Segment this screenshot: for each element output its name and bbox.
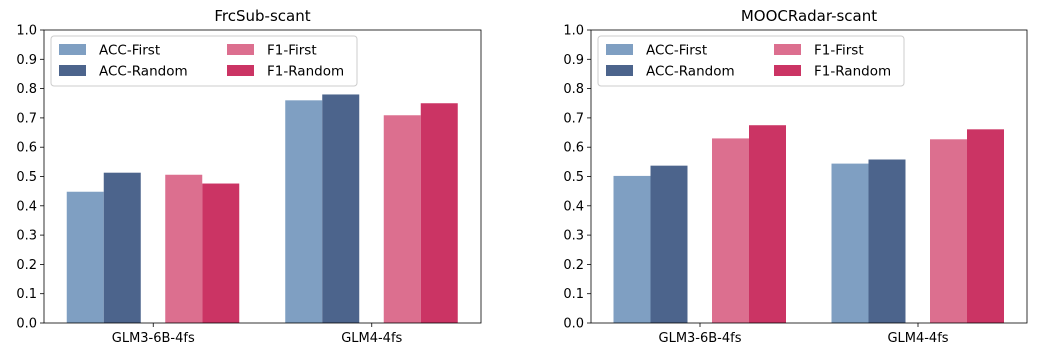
legend-label-acc-first: ACC-First [99,43,160,59]
y-tick-label: 0.8 [16,82,37,97]
bar-f1-first-glm3-6b-4fs [165,174,203,323]
legend [597,35,905,87]
legend-swatch-f1-random [227,65,254,76]
x-tick-label: GLM4-4fs [887,331,948,346]
bar-acc-first-glm4-4fs [831,163,869,323]
bar-f1-first-glm3-6b-4fs [712,138,749,323]
legend-label-f1-random: F1-Random [814,64,891,80]
legend [50,35,358,87]
bar-acc-random-glm4-4fs [868,159,906,323]
y-tick-label: 0.6 [563,141,584,156]
y-tick-label: 0.1 [563,287,584,302]
axes-frame [590,29,1028,324]
y-tick-label: 0.9 [563,53,584,68]
bar-acc-first-glm4-4fs [285,100,323,323]
y-tick-label: 1.0 [16,24,37,39]
y-tick-label: 0.3 [16,229,37,244]
legend-label-acc-random: ACC-Random [646,64,735,80]
legend-label-f1-first: F1-First [814,43,864,59]
bar-f1-first-glm4-4fs [930,139,967,323]
legend-swatch-acc-first [606,44,633,55]
y-tick-label: 0.3 [563,229,584,244]
bar-f1-random-glm4-4fs [420,103,458,323]
legend-label-f1-random: F1-Random [267,64,344,80]
y-tick-label: 0.8 [563,82,584,97]
chart-frcsub: FrcSub-scant GLM3-6B-4fs GLM4-4fs 0.0 0.1 0.2… [16,7,482,346]
x-tick-label: GLM4-4fs [341,331,402,346]
bar-f1-random-glm3-6b-4fs [749,125,786,323]
y-tick-label: 1.0 [563,24,584,39]
x-tick-label: GLM3-6B-4fs [659,331,742,346]
bar-acc-random-glm4-4fs [322,94,360,324]
x-tick-label: GLM3-6B-4fs [112,331,195,346]
y-tick-label: 0.0 [563,317,584,332]
y-tick-label: 0.1 [16,287,37,302]
y-tick-label: 0.7 [16,111,37,126]
y-tick-label: 0.5 [16,170,37,185]
chart-title: MOOCRadar-scant [741,7,877,25]
bar-f1-random-glm3-6b-4fs [202,183,240,323]
legend-label-acc-first: ACC-First [646,43,707,59]
y-tick-label: 0.6 [16,141,37,156]
legend-swatch-f1-random [774,65,801,76]
y-tick-label: 0.5 [563,170,584,185]
y-tick-label: 0.4 [16,199,37,214]
bar-f1-random-glm4-4fs [967,129,1004,323]
legend-swatch-acc-random [59,65,86,76]
y-tick-label: 0.2 [563,258,584,273]
bar-f1-first-glm4-4fs [383,115,421,323]
legend-swatch-f1-first [774,44,801,55]
legend-swatch-acc-first [59,44,86,55]
y-tick-label: 0.2 [16,258,37,273]
bar-acc-first-glm3-6b-4fs [66,191,104,323]
y-tick-label: 0.7 [563,111,584,126]
bar-acc-random-glm3-6b-4fs [103,172,141,323]
y-tick-label: 0.9 [16,53,37,68]
legend-swatch-acc-random [606,65,633,76]
bar-acc-random-glm3-6b-4fs [650,165,688,323]
legend-label-f1-first: F1-First [267,43,317,59]
y-tick-label: 0.0 [16,317,37,332]
bar-acc-first-glm3-6b-4fs [613,175,651,323]
chart-title: FrcSub-scant [214,7,310,25]
legend-swatch-f1-first [227,44,254,55]
chart-moocradar: MOOCRadar-scant GLM3-6B-4fs GLM4-4fs 0.0 0.1… [563,7,1028,346]
axes-frame [43,29,482,324]
y-tick-label: 0.4 [563,199,584,214]
legend-label-acc-random: ACC-Random [99,64,188,80]
